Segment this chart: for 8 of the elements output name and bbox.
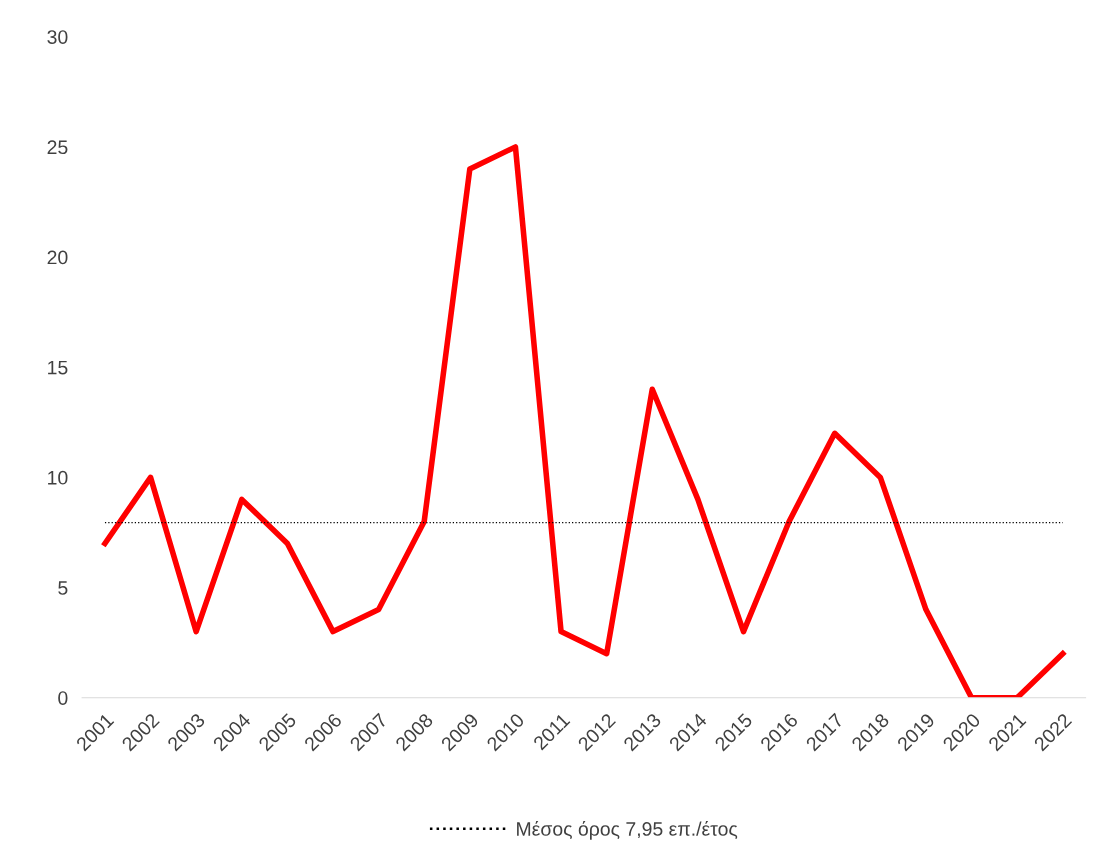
y-tick-label: 25 [47, 140, 68, 155]
y-tick-label: 30 [47, 30, 68, 44]
legend-label: Μέσος όρος 7,95 επ./έτος [517, 820, 738, 840]
y-tick-label: 5 [58, 581, 68, 595]
y-tick-label: 15 [48, 360, 68, 375]
y-tick-label: 0 [58, 691, 68, 705]
y-tick-label: 20 [47, 250, 68, 265]
y-tick-label: 10 [48, 470, 68, 485]
